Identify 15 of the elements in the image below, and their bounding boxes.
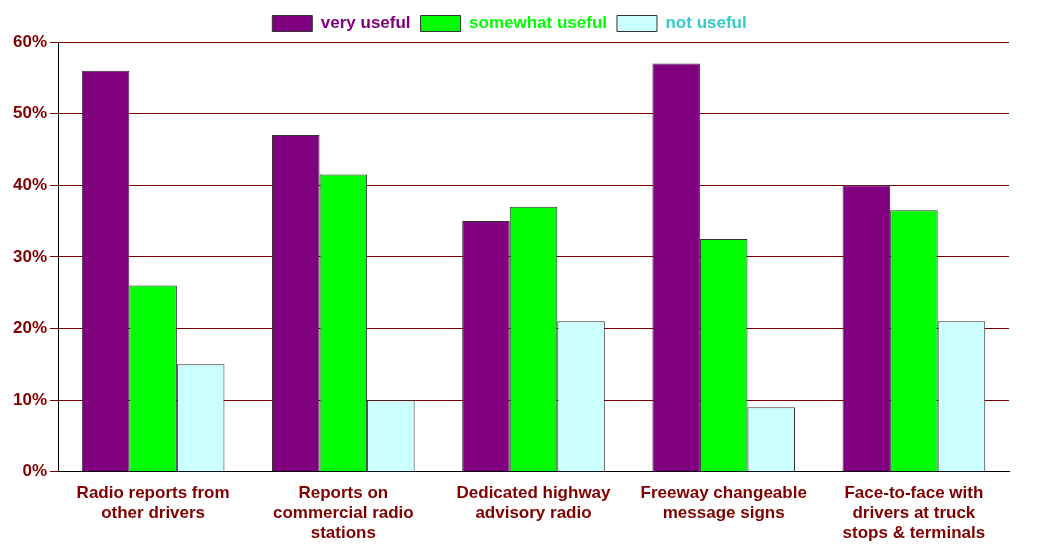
y-tick-label: 60% <box>12 31 48 51</box>
y-tick-label: 10% <box>12 389 48 409</box>
x-tick-label: Reports on commercial radio stations <box>272 482 414 543</box>
y-tick-label: 0% <box>22 461 48 481</box>
y-tick-label: 20% <box>12 318 48 338</box>
x-tick-label: Dedicated highway advisory radio <box>456 482 612 523</box>
y-tick-label: 30% <box>12 246 48 266</box>
legend-label: somewhat useful <box>469 13 607 33</box>
y-tick-label: 50% <box>12 103 48 123</box>
legend-label: very useful <box>320 13 411 33</box>
x-tick-label: Face-to-face with drivers at truck stops & terminals <box>842 482 986 543</box>
y-tick-label: 40% <box>12 174 48 194</box>
x-tick-label: Radio reports from other drivers <box>76 482 230 523</box>
x-tick-label: Freeway changeable message signs <box>640 482 807 523</box>
legend-label: not useful <box>665 13 747 33</box>
